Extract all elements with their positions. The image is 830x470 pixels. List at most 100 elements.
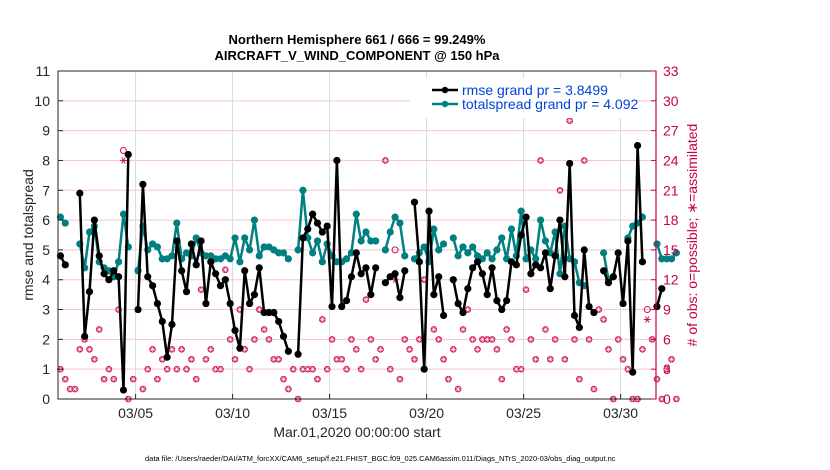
obs-point xyxy=(173,365,181,373)
obs-point xyxy=(445,375,452,383)
rmse-point xyxy=(309,210,317,218)
series-layer xyxy=(56,141,680,394)
y-tick-label: 3 xyxy=(42,302,50,318)
rmse-point xyxy=(202,299,210,308)
obs-asterisk-stroke xyxy=(106,367,111,372)
rmse-point xyxy=(250,291,259,299)
obs-point xyxy=(280,375,287,383)
totalspread-point xyxy=(168,252,176,260)
totalspread-point xyxy=(352,210,360,218)
obs-asterisk-stroke xyxy=(490,337,495,342)
rmse-point xyxy=(279,332,288,340)
obs-point xyxy=(328,336,336,343)
rmse-point xyxy=(124,150,132,159)
obs-point xyxy=(110,375,118,383)
obs-point xyxy=(556,186,564,194)
obs-asterisk-stroke xyxy=(262,327,267,332)
obs-asterisk-stroke xyxy=(397,377,402,382)
obs-point xyxy=(207,346,215,353)
totalspread-point xyxy=(313,237,322,245)
y-tick-label: 10 xyxy=(34,93,50,109)
obs-asterisk-stroke xyxy=(514,367,519,372)
obs-point xyxy=(343,365,350,373)
totalspread-point xyxy=(255,252,263,260)
obs-asterisk-stroke xyxy=(519,367,524,372)
obs-asterisk-stroke xyxy=(131,377,136,382)
x-axis: 03/05 03/10 03/15 03/20 03/25 03/30 xyxy=(118,394,638,421)
rmse-point xyxy=(352,249,360,257)
legend-spread-label: totalspread grand pr = 4.092 xyxy=(462,96,639,112)
y-tick-label-right: 0 xyxy=(663,391,671,407)
obs-asterisk-stroke xyxy=(368,337,373,342)
obs-asterisk-stroke xyxy=(587,337,592,342)
rmse-point xyxy=(100,270,108,278)
obs-point xyxy=(66,385,74,393)
rmse-point xyxy=(163,353,171,361)
obs-point xyxy=(576,375,583,383)
obs-asterisk-stroke xyxy=(349,337,354,342)
totalspread-point xyxy=(153,243,162,251)
obs-point xyxy=(192,375,200,383)
obs-point xyxy=(100,375,108,383)
obs-asterisk-stroke xyxy=(169,347,175,352)
obs-asterisk-stroke xyxy=(281,377,286,382)
rmse-point xyxy=(270,308,278,317)
totalspread-point xyxy=(309,249,317,257)
totalspread-point xyxy=(517,207,525,215)
obs-point xyxy=(348,336,355,343)
rmse-point xyxy=(148,282,157,290)
obs-asterisk-stroke xyxy=(557,188,563,193)
obs-point xyxy=(454,385,462,393)
totalspread-point xyxy=(391,213,399,221)
obs-asterisk-stroke xyxy=(344,367,349,372)
rmse-point xyxy=(338,302,346,311)
y-axis-label-right: # of obs: o=possible; ∗=assimilated xyxy=(684,124,700,347)
rmse-point xyxy=(357,270,365,278)
obs-point xyxy=(396,375,404,383)
obs-point xyxy=(95,326,103,333)
rmse-point xyxy=(178,267,186,275)
obs-asterisk-stroke xyxy=(320,317,325,322)
obs-asterisk-stroke xyxy=(300,367,305,372)
obs-point xyxy=(309,365,316,373)
totalspread-point xyxy=(231,234,239,242)
rmse-point xyxy=(464,285,472,293)
obs-asterisk-stroke xyxy=(291,367,296,372)
rmse-point xyxy=(469,264,477,272)
totalspread-point xyxy=(488,255,496,263)
totalspread-point xyxy=(284,255,292,263)
obs-asterisk-stroke xyxy=(567,118,572,123)
rmse-point xyxy=(570,311,579,320)
rmse-point xyxy=(517,231,525,239)
obs-point xyxy=(474,346,481,353)
obs-assimilated-point xyxy=(119,157,127,164)
obs-asterisk-stroke xyxy=(664,367,669,372)
rmse-point xyxy=(449,276,457,284)
y-tick-label: 9 xyxy=(42,123,50,139)
obs-asterisk-stroke xyxy=(538,158,543,163)
totalspread-point xyxy=(532,255,540,263)
obs-point xyxy=(411,355,418,363)
totalspread-point xyxy=(522,255,530,263)
obs-point xyxy=(406,346,413,353)
obs-point xyxy=(314,375,321,383)
rmse-point xyxy=(328,302,336,311)
obs-asterisk-stroke xyxy=(242,347,247,352)
totalspread-point xyxy=(318,258,326,266)
rmse-line xyxy=(136,183,290,359)
totalspread-point xyxy=(435,246,443,254)
totalspread-point xyxy=(357,237,365,245)
obs-assimilated-point xyxy=(643,316,651,323)
obs-point xyxy=(619,355,627,363)
obs-asterisk-stroke xyxy=(102,377,107,382)
obs-point xyxy=(639,346,646,353)
rmse-point xyxy=(575,323,583,332)
obs-point xyxy=(231,355,239,363)
obs-asterisk-stroke xyxy=(388,367,393,372)
x-tick-label: 03/10 xyxy=(215,405,250,421)
rmse-point xyxy=(284,347,292,355)
obs-asterisk-stroke xyxy=(441,357,446,362)
totalspread-point xyxy=(483,249,491,257)
totalspread-point xyxy=(672,249,680,257)
